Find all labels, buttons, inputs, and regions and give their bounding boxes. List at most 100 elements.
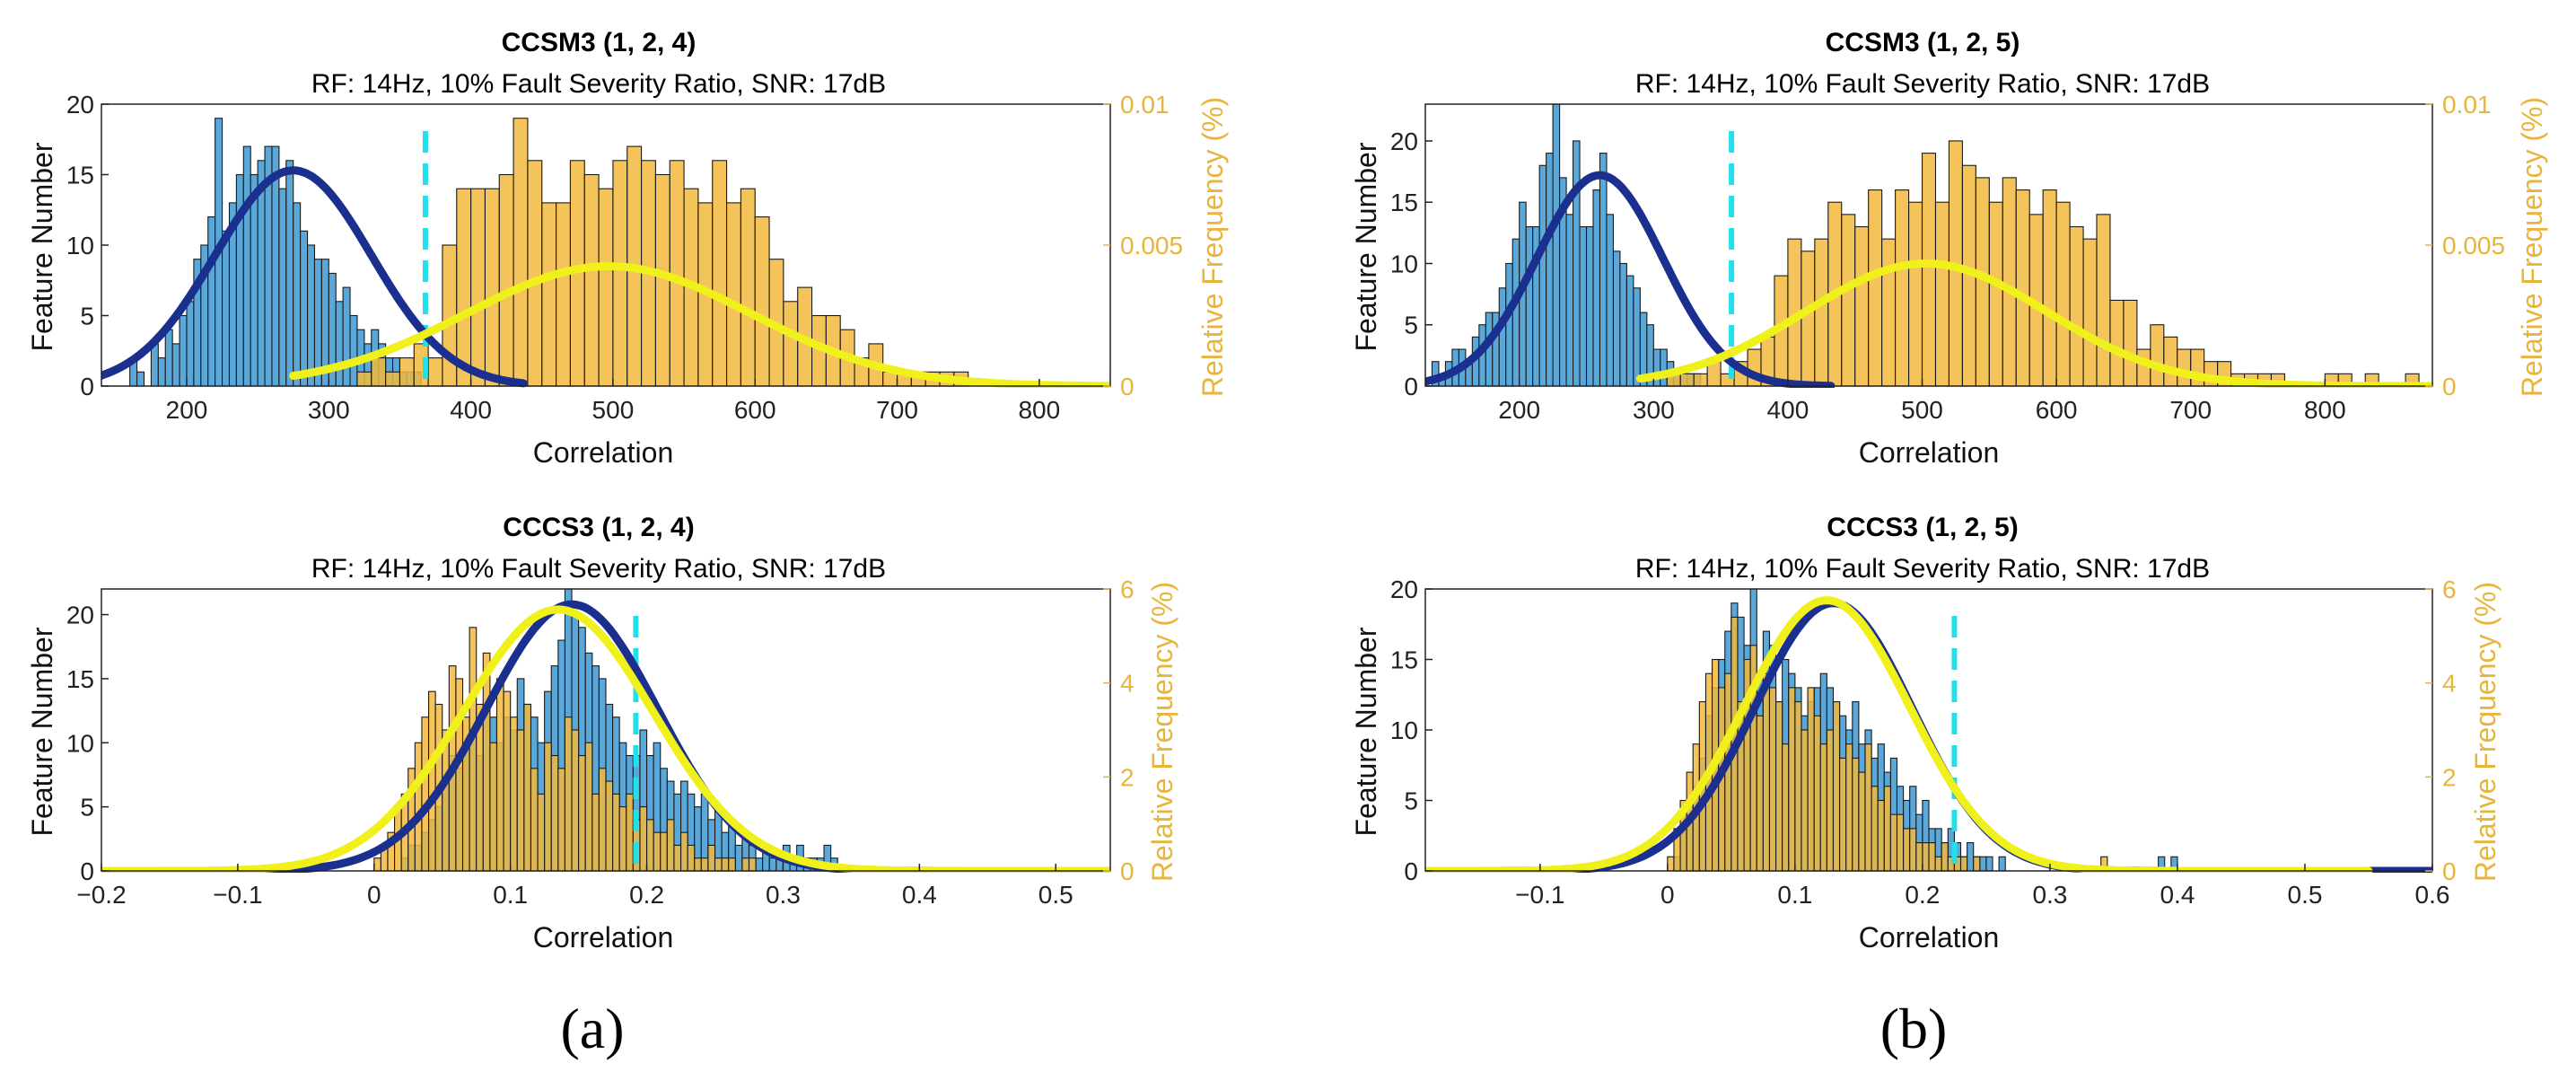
bar-faulty	[489, 742, 498, 872]
y2-tick-label: 2	[1120, 763, 1135, 791]
bar-healthy	[1652, 348, 1661, 387]
x-tick-label: 0.4	[2160, 881, 2195, 909]
bar-faulty	[1801, 250, 1816, 387]
plot-area	[1425, 103, 2432, 388]
x-tick-label: 0.1	[493, 881, 528, 909]
x-tick-label: 0.5	[1038, 881, 1073, 909]
bar-healthy	[1606, 214, 1614, 387]
bar-healthy	[222, 230, 231, 387]
bar-faulty	[2177, 348, 2192, 387]
bar-faulty	[1845, 743, 1853, 872]
x-axis-label: Correlation	[1859, 436, 2000, 469]
plot-area	[101, 588, 1110, 873]
bar-faulty	[598, 768, 607, 872]
bar-healthy	[285, 160, 294, 387]
bar-faulty	[2082, 238, 2098, 387]
y-tick-label: 10	[1390, 716, 1418, 744]
bar-healthy	[1579, 225, 1588, 387]
bar-faulty	[1973, 856, 1981, 872]
y-tick-label: 5	[80, 303, 94, 330]
chart-subtitle: RF: 14Hz, 10% Fault Severity Ratio, SNR:…	[311, 554, 886, 584]
bar-healthy	[1967, 842, 1975, 872]
bar-faulty	[456, 188, 472, 387]
x-tick-label: 0.4	[902, 881, 937, 909]
y2-tick-label: 6	[2442, 576, 2457, 603]
bar-healthy	[1585, 225, 1594, 387]
bar-faulty	[707, 844, 716, 872]
bar-faulty	[513, 118, 529, 387]
bar-healthy	[150, 343, 159, 387]
y2-tick-label: 0.005	[2442, 232, 2505, 259]
x-tick-label: 400	[1767, 396, 1809, 424]
bar-faulty	[1788, 687, 1796, 872]
y-axis-label: Feature Number	[26, 142, 58, 351]
bar-healthy	[1525, 225, 1534, 387]
bar-faulty	[427, 690, 436, 872]
x-tick-label: −0.1	[213, 881, 262, 909]
fit-curve-faulty	[1635, 259, 2432, 388]
bar-faulty	[1934, 201, 1950, 387]
x-tick-label: 200	[166, 396, 208, 424]
bar-faulty	[583, 173, 600, 387]
x-tick-label: 500	[1901, 396, 1943, 424]
x-tick-label: 0.6	[2415, 881, 2450, 909]
bar-faulty	[1762, 672, 1771, 872]
bar-healthy	[278, 188, 287, 387]
bar-faulty	[584, 742, 593, 872]
bar-faulty	[1839, 757, 1847, 872]
fit-curve-healthy	[101, 166, 528, 388]
bar-faulty	[1794, 701, 1802, 872]
bar-faulty	[1868, 189, 1883, 387]
chart-ccsm3-125: CCSM3 (1, 2, 5) RF: 14Hz, 10% Fault Seve…	[1350, 28, 2548, 469]
chart-cccs3-124: CCCS3 (1, 2, 4) RF: 14Hz, 10% Fault Seve…	[26, 513, 1178, 954]
y-tick-label: 0	[1404, 857, 1418, 885]
bar-healthy	[1546, 153, 1554, 387]
bar-faulty	[1895, 189, 1910, 387]
y-tick-label: 15	[66, 162, 94, 189]
chart-title: CCSM3 (1, 2, 4)	[502, 28, 697, 57]
bar-healthy	[207, 216, 216, 387]
bar-faulty	[470, 188, 486, 387]
y2-axis-label: Relative Frequency (%)	[2469, 582, 2502, 882]
bar-faulty	[679, 831, 688, 872]
y-tick-label: 20	[1390, 127, 1418, 155]
y2-tick-label: 4	[2442, 670, 2457, 698]
x-tick-label: 0	[367, 881, 381, 909]
y-axis-label: Feature Number	[1350, 627, 1382, 836]
bar-faulty	[2042, 189, 2057, 387]
bar-faulty	[1934, 856, 1942, 872]
bar-faulty	[1775, 701, 1783, 872]
y-tick-label: 5	[80, 794, 94, 822]
y2-tick-label: 4	[1120, 670, 1135, 698]
bar-faulty	[530, 768, 539, 872]
x-tick-label: 400	[450, 396, 492, 424]
plot-frame	[101, 588, 1111, 872]
bar-faulty	[527, 160, 543, 387]
x-tick-label: 0.2	[1905, 881, 1940, 909]
y2-tick-label: 0	[2442, 857, 2457, 885]
bar-faulty	[1826, 729, 1835, 872]
bar-faulty	[1915, 842, 1923, 872]
bar-healthy	[157, 357, 166, 387]
bar-faulty	[1782, 743, 1790, 872]
bar-faulty	[1896, 813, 1905, 872]
y-tick-label: 5	[1404, 787, 1418, 815]
bar-healthy	[734, 844, 743, 872]
bar-faulty	[523, 703, 532, 872]
bar-healthy	[171, 343, 180, 387]
bar-faulty	[1819, 743, 1827, 872]
y2-tick-label: 6	[1120, 576, 1135, 603]
bar-faulty	[1813, 715, 1821, 872]
x-tick-label: 600	[734, 396, 776, 424]
x-axis-label: Correlation	[533, 921, 674, 954]
bar-faulty	[482, 652, 491, 872]
fit-curve-healthy	[1425, 171, 1836, 388]
bar-faulty	[1768, 687, 1777, 872]
bar-faulty	[1841, 214, 1856, 387]
bar-faulty	[612, 793, 620, 872]
bar-faulty	[2015, 189, 2030, 387]
bar-healthy	[186, 301, 195, 387]
bar-faulty	[1693, 373, 1708, 387]
bar-faulty	[537, 793, 546, 872]
